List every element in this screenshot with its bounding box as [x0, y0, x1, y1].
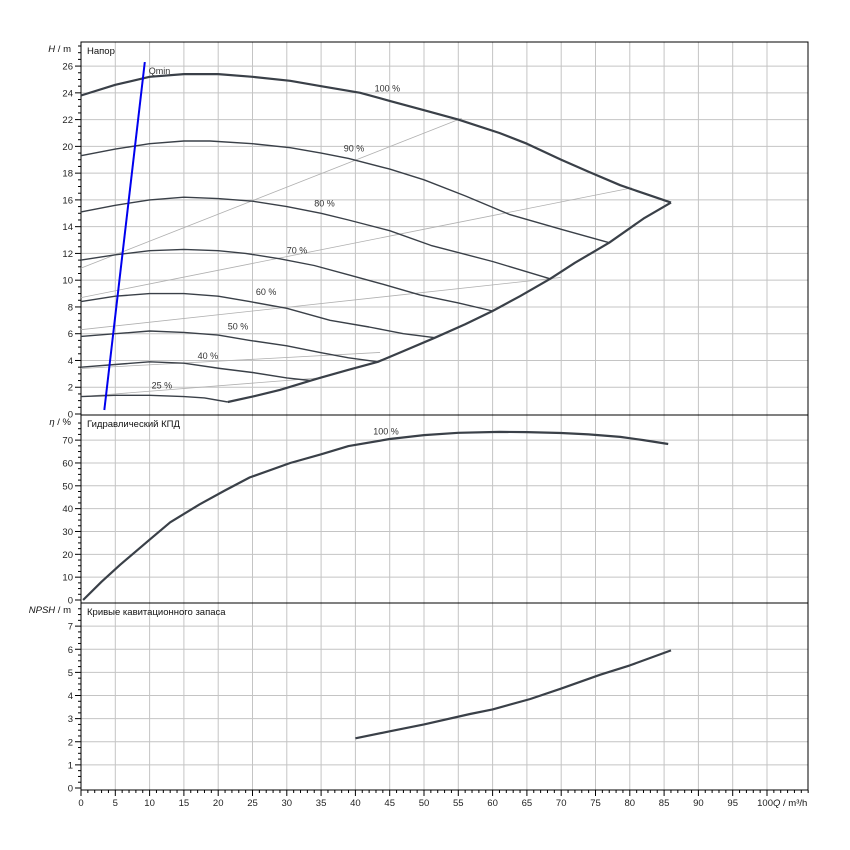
y-tick-label: 3 — [68, 714, 73, 725]
x-tick-label: 95 — [727, 798, 738, 809]
curve-90 — [80, 140, 610, 244]
y-axis-symbol: H — [48, 44, 55, 55]
x-tick-label: 55 — [453, 798, 464, 809]
y-axis-symbol: η — [49, 417, 54, 428]
panel-title: Гидравлический КПД — [87, 419, 180, 430]
y-axis-label: H / m — [48, 44, 71, 55]
x-tick-label: 10 — [144, 798, 155, 809]
curve-label: 25 % — [152, 381, 173, 391]
curve-label: 100 % — [373, 426, 399, 436]
qmin-line — [103, 61, 146, 411]
curve-60 — [80, 292, 436, 339]
panel-frame — [80, 602, 809, 791]
panel-title: Напор — [87, 46, 115, 57]
y-tick-label: 2 — [68, 737, 73, 748]
y-axis-symbol: NPSH — [29, 605, 56, 616]
iso-efficiency-line — [80, 352, 381, 369]
iso-efficiency-line — [80, 187, 632, 298]
y-tick-label: 5 — [68, 668, 73, 679]
x-tick-label: 5 — [113, 798, 118, 809]
y-tick-label: 8 — [68, 302, 73, 313]
y-tick-label: 22 — [62, 115, 73, 126]
qmin-label: Qmin — [149, 66, 171, 76]
curve-100 — [80, 73, 672, 204]
y-tick-label: 4 — [68, 356, 73, 367]
y-axis-unit: / % — [55, 417, 72, 428]
y-tick-label: 0 — [68, 784, 73, 795]
x-tick-label: 25 — [247, 798, 258, 809]
y-tick-label: 7 — [68, 622, 73, 633]
x-tick-label: 35 — [316, 798, 327, 809]
curve-label: 50 % — [228, 322, 249, 332]
y-tick-label: 12 — [62, 249, 73, 260]
curve-label: 60 % — [256, 287, 277, 297]
y-tick-label: 1 — [68, 760, 73, 771]
curve-25 — [80, 394, 228, 403]
x-tick-label: 90 — [693, 798, 704, 809]
y-tick-label: 4 — [68, 691, 73, 702]
x-tick-label: 65 — [522, 798, 533, 809]
curve-label: 100 % — [375, 84, 401, 94]
y-tick-label: 2 — [68, 383, 73, 394]
curve-40 — [80, 361, 311, 382]
y-tick-label: 0 — [68, 410, 73, 421]
y-tick-label: 16 — [62, 195, 73, 206]
x-tick-label: 80 — [625, 798, 636, 809]
y-axis-label: η / % — [49, 417, 71, 428]
y-tick-label: 10 — [62, 276, 73, 287]
curve-80 — [80, 196, 551, 280]
y-tick-label: 14 — [62, 222, 73, 233]
x-tick-label: 0 — [78, 798, 83, 809]
y-axis-unit: / m — [55, 44, 71, 55]
curve-label: 40 % — [198, 351, 219, 361]
curve-100 — [82, 430, 669, 601]
curve-maxenvelope — [227, 201, 672, 404]
iso-efficiency-line — [80, 377, 320, 398]
x-axis: 0 5 10 15 20 25 30 35 40 45 50 55 60 65 70 75 80 85 90 95 10… — [78, 790, 809, 809]
x-tick-label: 60 — [487, 798, 498, 809]
y-tick-label: 26 — [62, 62, 73, 73]
curve-NPSH — [355, 649, 672, 740]
y-tick-label: 10 — [62, 573, 73, 584]
y-tick-label: 18 — [62, 169, 73, 180]
x-axis-label: Q / m³/h — [773, 798, 807, 809]
y-tick-label: 30 — [62, 527, 73, 538]
x-tick-label: 70 — [556, 798, 567, 809]
curve-label: 70 % — [287, 245, 308, 255]
y-tick-label: 60 — [62, 458, 73, 469]
y-tick-label: 24 — [62, 88, 73, 99]
y-tick-label: 6 — [68, 645, 73, 656]
x-tick-label: 15 — [179, 798, 190, 809]
x-tick-label: 50 — [419, 798, 430, 809]
panel-title: Кривые кавитационного запаса — [87, 607, 226, 618]
panel-npsh: 0 1 2 3 4 5 6 7 NPSH / m Кривые кавитационного за… — [29, 602, 809, 795]
x-tick-label: 40 — [350, 798, 361, 809]
curve-70 — [80, 248, 493, 312]
x-tick-label: 100 — [757, 798, 773, 809]
iso-efficiency-line — [80, 277, 561, 331]
y-tick-label: 70 — [62, 436, 73, 447]
y-tick-label: 6 — [68, 329, 73, 340]
y-tick-label: 0 — [68, 596, 73, 607]
y-tick-label: 20 — [62, 142, 73, 153]
panel-frame — [80, 41, 809, 416]
panel-efficiency: 0 10 20 30 40 50 60 70 η / % Гидравлический КПД 10… — [49, 414, 809, 607]
y-tick-label: 40 — [62, 504, 73, 515]
iso-efficiency-line — [80, 117, 462, 269]
x-tick-label: 75 — [590, 798, 601, 809]
x-tick-label: 30 — [282, 798, 293, 809]
y-tick-label: 50 — [62, 481, 73, 492]
y-axis-label: NPSH / m — [29, 605, 71, 616]
curve-50 — [80, 330, 379, 363]
curve-label: 90 % — [344, 144, 365, 154]
x-tick-label: 45 — [384, 798, 395, 809]
y-tick-label: 20 — [62, 550, 73, 561]
x-tick-label: 85 — [659, 798, 670, 809]
curve-label: 80 % — [314, 199, 335, 209]
y-axis-unit: / m — [55, 605, 71, 616]
x-tick-label: 20 — [213, 798, 224, 809]
